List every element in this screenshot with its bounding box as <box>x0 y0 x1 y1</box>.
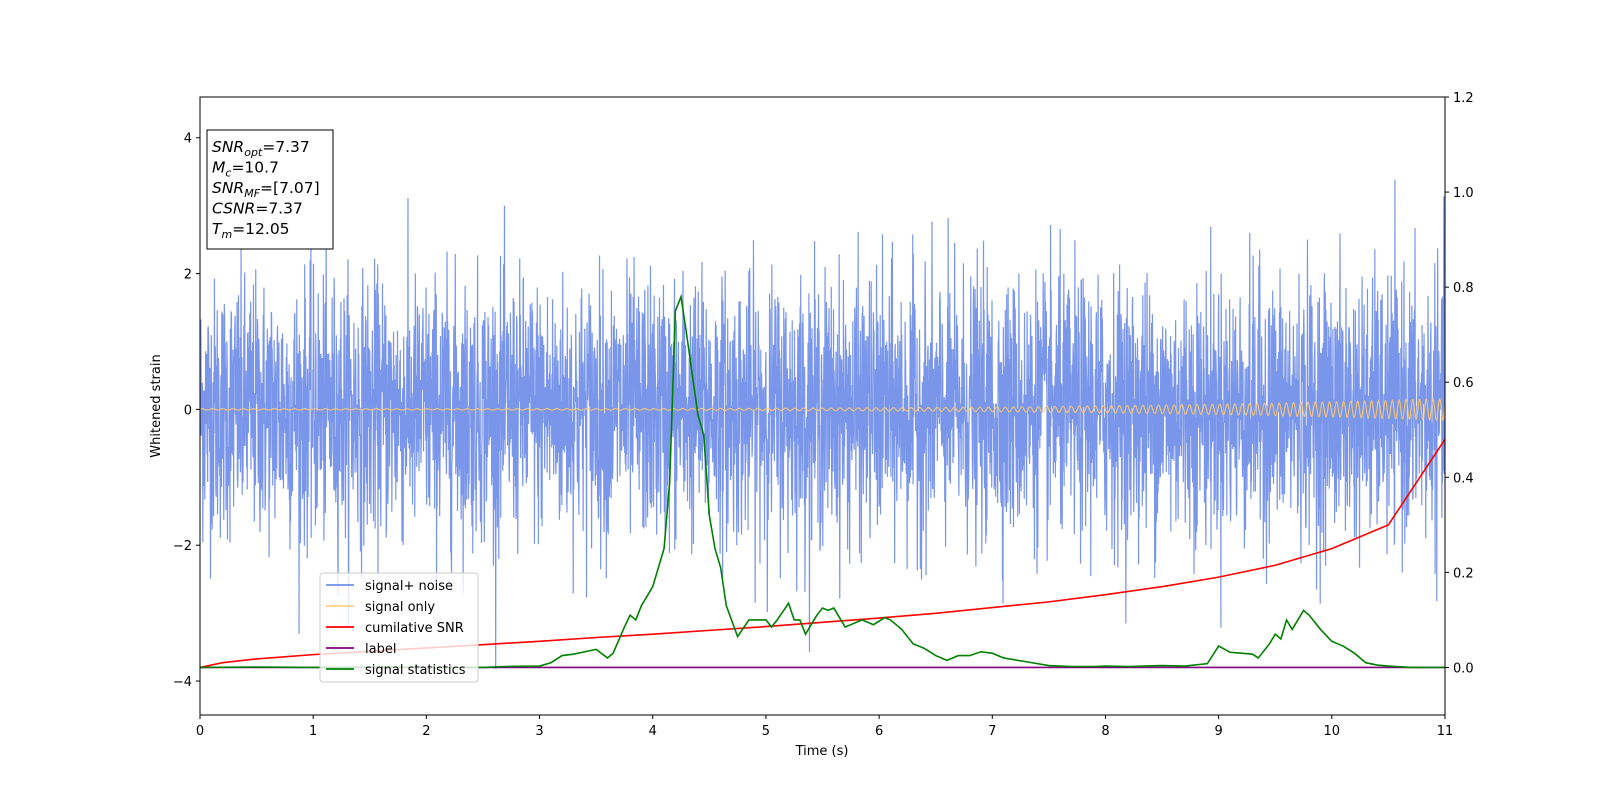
y-tick-label: −4 <box>173 675 192 690</box>
x-tick-label: 11 <box>1437 724 1454 739</box>
x-tick-label: 5 <box>762 724 770 739</box>
y-tick-label: −2 <box>173 539 192 554</box>
info-box-value: =10.7 <box>231 159 279 177</box>
legend-label: cumilative SNR <box>365 621 464 636</box>
series-signal-noise-line <box>200 179 1445 669</box>
info-box-frame <box>206 129 334 250</box>
plot-frame <box>199 96 1446 716</box>
info-box-symbol: M <box>212 159 225 177</box>
series-signal-statistics-line <box>200 293 1445 669</box>
info-box-symbol: SNR <box>212 179 244 197</box>
y-tick-label: 2 <box>184 268 192 283</box>
info-box-value: =[7.07] <box>260 179 320 197</box>
x-tick-label: 8 <box>1101 724 1109 739</box>
info-box-value: =7.37 <box>262 138 310 156</box>
x-axis-label: Time (s) <box>795 744 849 759</box>
info-box-subscript: opt <box>244 146 263 159</box>
y2-tick-label: 1.2 <box>1453 91 1474 106</box>
y-tick-label: 4 <box>184 132 192 147</box>
legend-frame <box>319 572 479 683</box>
info-box-line: Mc=10.7 <box>212 159 279 180</box>
legend: signal+ noise signal only cumilative SNR la… <box>319 572 479 683</box>
legend-label: label <box>365 642 396 657</box>
y-axis-label: Whitened strain <box>149 354 164 457</box>
x-tick-label: 0 <box>196 724 204 739</box>
legend-label: signal statistics <box>365 663 466 678</box>
x-tick-label: 7 <box>988 724 996 739</box>
y2-tick-label: 0.4 <box>1453 471 1474 486</box>
info-box-symbol: T <box>212 220 223 238</box>
x-tick-label: 6 <box>875 724 883 739</box>
x-tick-label: 9 <box>1214 724 1222 739</box>
info-box-line: CSNR=7.37 <box>212 200 303 218</box>
y2-tick-label: 0.8 <box>1453 281 1474 296</box>
series-signal-only-line <box>200 397 1445 422</box>
info-box-symbol: SNR <box>212 138 244 156</box>
info-box-line: SNRopt=7.37 <box>212 138 310 159</box>
y-tick-label: 0 <box>184 403 192 418</box>
x-tick-label: 1 <box>309 724 317 739</box>
y2-tick-label: 1.0 <box>1453 186 1474 201</box>
y2-tick-label: 0.2 <box>1453 566 1474 581</box>
y2-axis-ticks: 0.0 0.2 0.4 0.6 0.8 1.0 1.2 <box>1445 91 1474 676</box>
info-box-value: =12.05 <box>232 220 289 238</box>
info-box-subscript: m <box>221 228 232 241</box>
info-box-line: Tm=12.05 <box>212 220 290 241</box>
info-box-subscript: MF <box>244 187 260 200</box>
x-axis-ticks: 0 1 2 3 4 5 6 7 8 9 10 11 <box>196 715 1453 739</box>
info-box-subscript: c <box>225 167 231 180</box>
info-box: SNRopt=7.37Mc=10.7SNRMF=[7.07]CSNR=7.37T… <box>206 129 334 250</box>
x-tick-label: 4 <box>649 724 657 739</box>
x-tick-label: 10 <box>1324 724 1341 739</box>
info-box-value: =7.37 <box>255 200 303 218</box>
y2-tick-label: 0.6 <box>1453 376 1474 391</box>
info-box-line: SNRMF=[7.07] <box>212 179 320 200</box>
x-tick-label: 2 <box>422 724 430 739</box>
y2-tick-label: 0.0 <box>1453 661 1474 676</box>
y-axis-ticks: −4 −2 0 2 4 <box>173 132 200 690</box>
info-box-symbol: CSNR <box>212 200 255 218</box>
legend-label: signal+ noise <box>365 579 453 594</box>
legend-label: signal only <box>365 600 435 615</box>
x-tick-label: 3 <box>535 724 543 739</box>
